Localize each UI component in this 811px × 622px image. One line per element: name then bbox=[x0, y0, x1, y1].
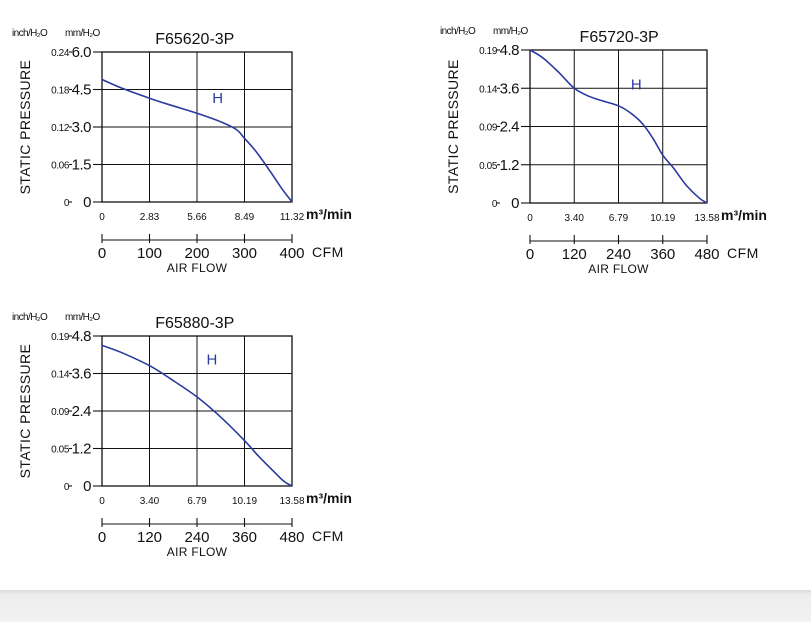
x-tick-label-cfm: 200 bbox=[184, 245, 209, 262]
x-tick-label-cfm: 120 bbox=[562, 246, 587, 263]
y-tick-label-inch: 0 bbox=[492, 199, 498, 210]
y-axis-label: STATIC PRESSURE bbox=[17, 60, 33, 195]
y-tick-label-inch: 0.09 bbox=[51, 407, 70, 418]
y-tick-label-mm: 4.8 bbox=[72, 328, 92, 345]
y-tick-label-inch: 0.19 bbox=[479, 46, 498, 57]
y-tick-label-inch: 0.09 bbox=[479, 123, 498, 134]
y-tick-label-mm: 1.2 bbox=[72, 441, 92, 458]
y-tick-label-inch: 0.14 bbox=[479, 84, 498, 95]
y-tick-label-mm: 3.6 bbox=[500, 80, 520, 97]
x-axis-label: AIR FLOW bbox=[167, 261, 228, 275]
y-tick-label-mm: 0 bbox=[83, 194, 91, 211]
y-tick-label-inch: 0.19 bbox=[51, 332, 70, 343]
x-tick-label-cfm: 240 bbox=[184, 529, 209, 546]
y-tick-label-mm: 2.4 bbox=[500, 119, 520, 136]
y-unit-inch: inch/H₂O bbox=[12, 28, 48, 39]
x-tick-label-cfm: 480 bbox=[694, 246, 719, 263]
x-tick-label-m3: 8.49 bbox=[235, 212, 255, 223]
x-unit-m3: m³/min bbox=[306, 490, 352, 506]
x-tick-label-cfm: 0 bbox=[98, 529, 106, 546]
y-unit-inch: inch/H₂O bbox=[440, 26, 476, 37]
y-tick-label-mm: 1.5 bbox=[72, 157, 92, 174]
y-tick-label-inch: 0.05 bbox=[479, 161, 498, 172]
y-tick-label-mm: 2.4 bbox=[72, 403, 92, 420]
x-tick-label-cfm: 240 bbox=[606, 246, 631, 263]
x-tick-label-cfm: 300 bbox=[232, 245, 257, 262]
x-unit-m3: m³/min bbox=[721, 207, 767, 223]
series-label: H bbox=[212, 90, 223, 107]
bottom-band bbox=[0, 590, 811, 622]
x-tick-label-m3: 3.40 bbox=[565, 213, 585, 224]
y-tick-label-inch: 0.24 bbox=[51, 48, 70, 59]
series-line-H bbox=[529, 49, 708, 204]
y-tick-label-inch: 0 bbox=[64, 482, 70, 493]
y-tick-label-mm: 4.5 bbox=[72, 82, 92, 99]
y-tick-label-inch: 0.05 bbox=[51, 445, 70, 456]
x-tick-label-m3: 13.58 bbox=[279, 496, 304, 507]
x-unit-cfm: CFM bbox=[312, 244, 344, 260]
y-tick-label-mm: 4.8 bbox=[500, 42, 520, 59]
x-tick-label-m3: 5.66 bbox=[187, 212, 207, 223]
y-tick-label-inch: 0 bbox=[64, 198, 70, 209]
x-tick-label-cfm: 480 bbox=[279, 529, 304, 546]
series-line-H bbox=[101, 344, 293, 487]
y-tick-label-inch: 0.14 bbox=[51, 370, 70, 381]
x-unit-m3: m³/min bbox=[306, 206, 352, 222]
x-tick-label-cfm: 360 bbox=[650, 246, 675, 263]
chart-title: F65880-3P bbox=[155, 315, 234, 332]
x-tick-label-m3: 0 bbox=[99, 496, 105, 507]
y-tick-label-mm: 6.0 bbox=[72, 44, 92, 61]
x-tick-label-m3: 10.19 bbox=[650, 213, 675, 224]
y-axis-label: STATIC PRESSURE bbox=[17, 344, 33, 479]
chart-title: F65720-3P bbox=[580, 29, 659, 46]
x-tick-label-m3: 6.79 bbox=[609, 213, 629, 224]
y-tick-label-inch: 0.12 bbox=[51, 123, 70, 134]
y-tick-label-inch: 0.06 bbox=[51, 161, 70, 172]
series-line-H bbox=[101, 78, 293, 203]
y-tick-label-inch: 0.18 bbox=[51, 86, 70, 97]
x-tick-label-m3: 0 bbox=[99, 212, 105, 223]
x-axis-label: AIR FLOW bbox=[167, 545, 228, 559]
y-tick-label-mm: 1.2 bbox=[500, 157, 520, 174]
x-tick-label-cfm: 360 bbox=[232, 529, 257, 546]
x-tick-label-m3: 6.79 bbox=[187, 496, 207, 507]
x-tick-label-cfm: 100 bbox=[137, 245, 162, 262]
y-unit-mm: mm/H₂O bbox=[65, 28, 101, 39]
series-label: H bbox=[631, 77, 642, 94]
x-tick-label-m3: 11.32 bbox=[280, 212, 305, 223]
x-axis-label: AIR FLOW bbox=[588, 262, 649, 276]
x-tick-label-cfm: 120 bbox=[137, 529, 162, 546]
x-tick-label-m3: 0 bbox=[527, 213, 533, 224]
series-label: H bbox=[207, 352, 218, 369]
x-unit-cfm: CFM bbox=[727, 245, 759, 261]
y-tick-label-mm: 3.6 bbox=[72, 366, 92, 383]
y-tick-label-mm: 3.0 bbox=[72, 119, 92, 136]
y-axis-label: STATIC PRESSURE bbox=[445, 59, 461, 194]
x-tick-label-m3: 3.40 bbox=[140, 496, 160, 507]
x-tick-label-m3: 2.83 bbox=[140, 212, 160, 223]
chart-title: F65620-3P bbox=[155, 31, 234, 48]
y-unit-mm: mm/H₂O bbox=[65, 312, 101, 323]
y-unit-mm: mm/H₂O bbox=[493, 26, 529, 37]
x-tick-label-cfm: 0 bbox=[98, 245, 106, 262]
y-tick-label-mm: 0 bbox=[511, 195, 519, 212]
x-unit-cfm: CFM bbox=[312, 528, 344, 544]
x-tick-label-m3: 10.19 bbox=[232, 496, 257, 507]
y-unit-inch: inch/H₂O bbox=[12, 312, 48, 323]
chart-area: F65620-3P inch/H₂O mm/H₂O STATIC PRESSURE 0 0… bbox=[12, 26, 767, 559]
x-tick-label-m3: 13.58 bbox=[694, 213, 719, 224]
x-tick-label-cfm: 0 bbox=[526, 246, 534, 263]
y-tick-label-mm: 0 bbox=[83, 478, 91, 495]
x-tick-label-cfm: 400 bbox=[279, 245, 304, 262]
